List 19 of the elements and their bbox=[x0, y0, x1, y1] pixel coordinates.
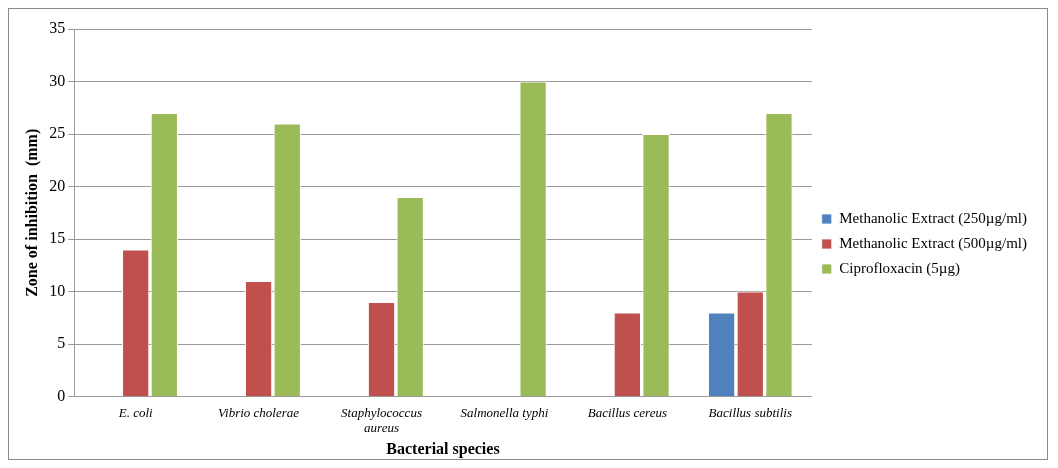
x-tick-label: Vibrio cholerae bbox=[218, 404, 300, 420]
legend-label: Methanolic Extract (500µg/ml) bbox=[839, 234, 1028, 252]
y-tick-label: 0 bbox=[57, 386, 66, 404]
y-tick-label: 5 bbox=[57, 334, 66, 352]
y-tick-label: 15 bbox=[49, 229, 66, 247]
y-axis-title: Zone of inhibition (mm) bbox=[22, 128, 41, 297]
y-tick-label: 10 bbox=[49, 281, 66, 299]
y-tick-label: 30 bbox=[49, 71, 66, 89]
x-tick-label: Salmonella typhi bbox=[460, 404, 549, 420]
x-tick-label: E. coli bbox=[117, 404, 154, 420]
y-tick-label: 25 bbox=[49, 124, 66, 142]
x-tick-label: Staphylococcus aureus bbox=[341, 404, 422, 436]
y-tick-label: 35 bbox=[49, 19, 66, 37]
x-tick-label: Bacillus cereus bbox=[587, 404, 668, 420]
x-tick-label: Bacillus subtilis bbox=[708, 404, 792, 420]
legend-label: Methanolic Extract (250µg/ml) bbox=[839, 209, 1028, 227]
legend-label: Ciprofloxacin (5µg) bbox=[839, 259, 960, 277]
x-axis-title: Bacterial species bbox=[386, 439, 500, 458]
y-tick-label: 20 bbox=[49, 176, 66, 194]
